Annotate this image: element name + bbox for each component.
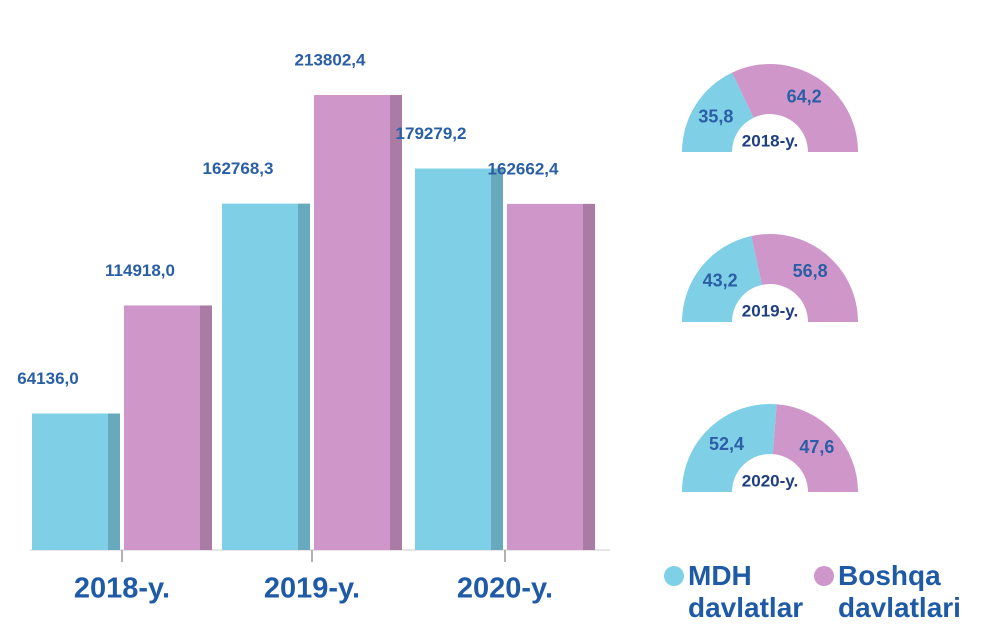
donut-value-label: 35,8 bbox=[698, 107, 733, 127]
value-label: 114918,0 bbox=[105, 261, 175, 280]
center-label: 2018-y. bbox=[742, 131, 798, 150]
center-label: 2019-y. bbox=[742, 301, 798, 320]
legend-label: Boshqa davlatlari bbox=[838, 560, 961, 623]
donut-segment bbox=[732, 64, 858, 152]
x-tick-label: 2018-y. bbox=[74, 573, 170, 605]
x-tick-label: 2020-y. bbox=[457, 573, 553, 605]
bar bbox=[507, 203, 595, 550]
donut-segment bbox=[772, 404, 858, 492]
donut-segment bbox=[682, 236, 762, 322]
donut-value-label: 56,8 bbox=[793, 261, 828, 281]
value-label: 64136,0 bbox=[17, 369, 78, 388]
x-tick-label: 2019-y. bbox=[264, 573, 360, 605]
legend: MDH davlatlar Boshqa davlatlari bbox=[660, 560, 996, 637]
bar bbox=[314, 95, 402, 550]
legend-item: Boshqa davlatlari bbox=[810, 560, 961, 637]
value-label: 162768,3 bbox=[203, 159, 274, 178]
donut-segment bbox=[751, 234, 858, 322]
bar bbox=[222, 203, 310, 550]
bar bbox=[32, 413, 120, 550]
value-label: 179279,2 bbox=[396, 124, 467, 143]
bar bbox=[415, 168, 503, 550]
center-label-box bbox=[740, 130, 800, 152]
legend-swatch bbox=[814, 566, 834, 586]
donut-value-label: 52,4 bbox=[709, 434, 744, 454]
donut-value-label: 64,2 bbox=[787, 87, 822, 107]
center-label: 2020-y. bbox=[742, 471, 798, 490]
center-label-box bbox=[740, 470, 800, 492]
donut-segment bbox=[682, 72, 754, 152]
donut-segment bbox=[682, 404, 777, 492]
donut-value-label: 47,6 bbox=[799, 437, 834, 457]
center-label-box bbox=[740, 300, 800, 322]
bar bbox=[124, 305, 212, 550]
donut-value-label: 43,2 bbox=[703, 271, 738, 291]
legend-label: MDH davlatlar bbox=[688, 560, 804, 623]
legend-item: MDH davlatlar bbox=[660, 560, 810, 637]
value-label: 213802,4 bbox=[295, 51, 366, 70]
legend-swatch bbox=[664, 566, 684, 586]
value-label: 162662,4 bbox=[488, 159, 559, 178]
